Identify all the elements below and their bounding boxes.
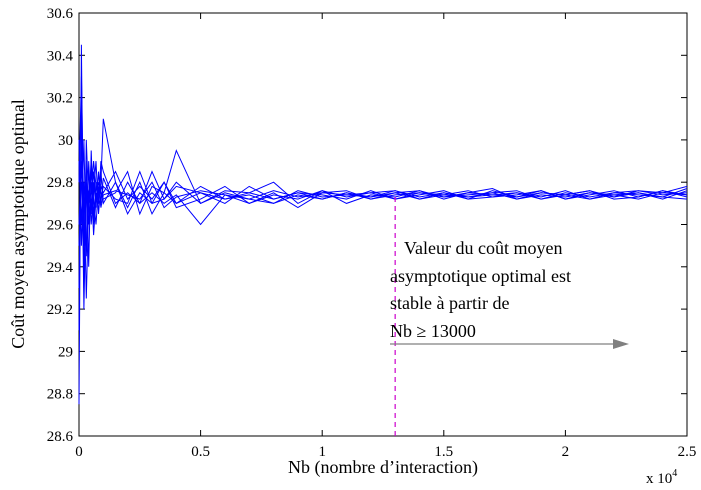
annotation-arrow-head: [613, 339, 629, 349]
series-line-2: [78, 97, 688, 331]
x-axis-multiplier-exponent: 4: [672, 468, 677, 479]
x-axis-multiplier: x 104: [646, 468, 677, 487]
x-axis-label: Nb (nombre d’interaction): [288, 457, 478, 478]
x-tick-label-5: 2.5: [678, 444, 697, 460]
y-tick-label-9: 30.4: [47, 48, 74, 64]
series-line-8: [78, 171, 688, 246]
annotation-line-2: asymptotique optimal est: [390, 266, 571, 286]
annotation: Valeur du coût moyen asymptotique optima…: [390, 238, 629, 349]
y-tick-label-4: 29.4: [47, 260, 74, 276]
series-lines: [78, 44, 688, 405]
annotation-line-3: stable à partir de: [390, 293, 509, 313]
x-tick-label-0: 0: [75, 444, 83, 460]
annotation-line-4: Nb ≥ 13000: [390, 321, 476, 341]
y-tick-label-2: 29: [58, 344, 73, 360]
x-tick-label-3: 1.5: [434, 444, 453, 460]
annotation-line-1: Valeur du coût moyen: [404, 238, 562, 258]
y-tick-label-3: 29.2: [47, 302, 73, 318]
x-tick-label-1: 0.5: [191, 444, 210, 460]
x-axis-multiplier-base: x 10: [646, 471, 672, 487]
y-tick-label-0: 28.6: [47, 429, 74, 445]
y-tick-label-1: 28.8: [47, 387, 73, 403]
x-axis-ticks: 0 0.5 1 1.5 2 2.5: [75, 13, 696, 460]
y-axis-ticks: 28.6 28.8 29 29.2 29.4 29.6 29.8 30 30.2 30.4 30.6: [47, 6, 687, 445]
y-axis-label: Coût moyen asymptotique optimal: [8, 99, 28, 348]
series-line-7: [78, 139, 688, 299]
y-tick-label-6: 29.8: [47, 175, 73, 191]
x-tick-label-4: 2: [562, 444, 570, 460]
x-tick-label-2: 1: [318, 444, 326, 460]
y-tick-label-7: 30: [58, 133, 73, 149]
y-tick-label-8: 30.2: [47, 91, 73, 107]
y-tick-label-5: 29.6: [47, 218, 74, 234]
plot-area: [78, 12, 688, 437]
y-tick-label-10: 30.6: [47, 6, 74, 22]
